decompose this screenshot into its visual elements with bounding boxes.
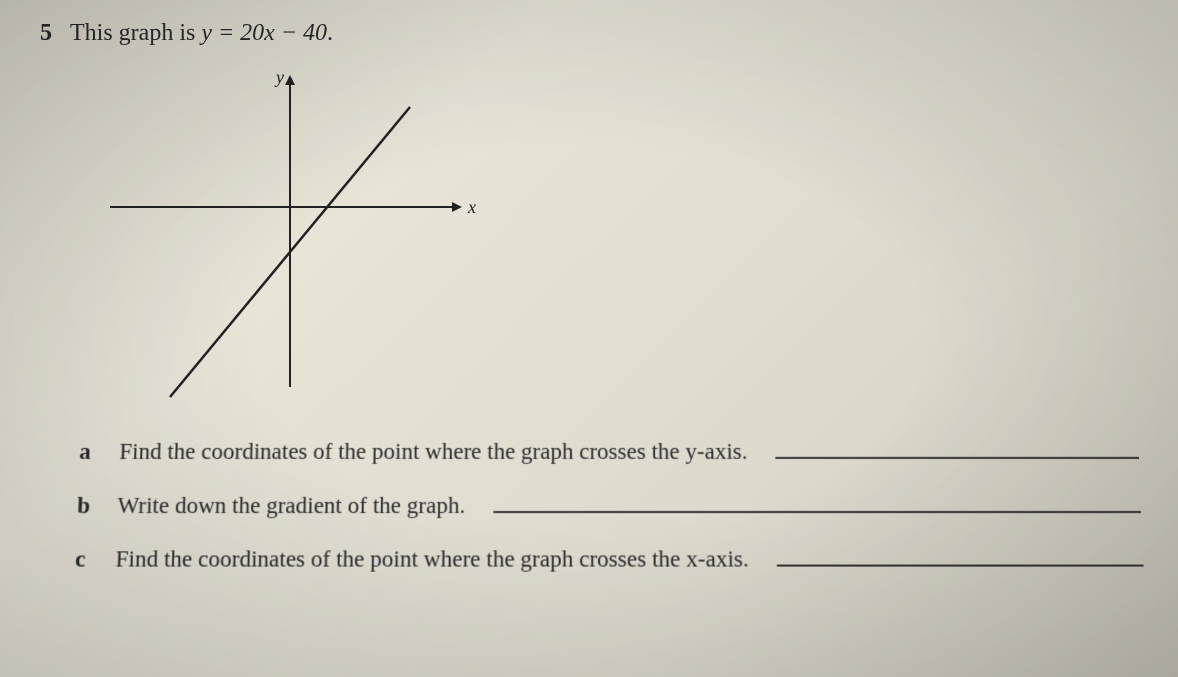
part-label-a: a [79, 439, 100, 465]
equation: y = 20x − 40 [201, 20, 327, 46]
part-text-c: Find the coordinates of the point where … [115, 546, 749, 572]
part-c: c Find the coordinates of the point wher… [75, 541, 1144, 573]
answer-line-c [777, 541, 1144, 567]
answer-line-a [775, 434, 1139, 459]
graph-svg: yx [100, 57, 490, 407]
svg-text:y: y [274, 67, 284, 87]
prompt-suffix: . [327, 20, 333, 46]
part-b: b Write down the gradient of the graph. [77, 487, 1142, 518]
parts-list: a Find the coordinates of the point wher… [34, 434, 1143, 573]
question-text: This graph is y = 20x − 40. [70, 20, 333, 47]
question-header: 5 This graph is y = 20x − 40. [40, 20, 1138, 47]
answer-line-b [493, 487, 1141, 512]
prompt-prefix: This graph is [70, 20, 201, 46]
part-text-a: Find the coordinates of the point where … [119, 439, 748, 465]
graph-container: yx [100, 57, 1138, 412]
part-label-c: c [75, 546, 96, 572]
svg-text:x: x [467, 197, 476, 217]
question-number: 5 [40, 20, 52, 47]
part-text-b: Write down the gradient of the graph. [117, 493, 465, 519]
part-label-b: b [77, 493, 98, 519]
part-a: a Find the coordinates of the point wher… [79, 434, 1139, 465]
